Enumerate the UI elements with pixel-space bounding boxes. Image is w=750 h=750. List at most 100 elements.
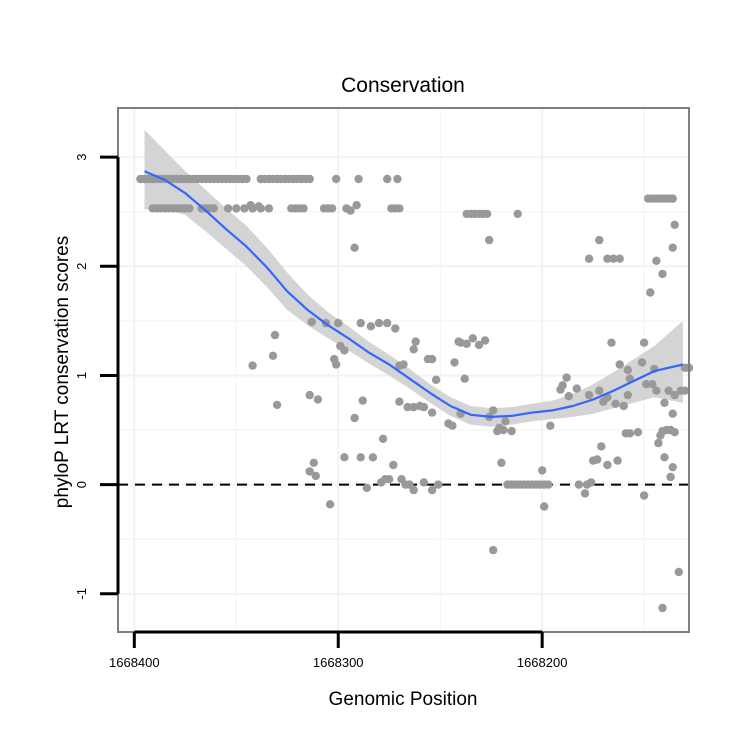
data-point — [395, 204, 404, 213]
x-axis-title: Genomic Position — [329, 689, 478, 710]
data-point — [586, 478, 596, 487]
data-point — [676, 386, 685, 395]
y-tick-label: -1 — [74, 588, 89, 600]
data-point — [354, 174, 363, 184]
y-axis: -1 0 1 2 3 — [74, 154, 120, 600]
data-point — [419, 402, 429, 412]
data-point — [668, 243, 677, 252]
data-point — [305, 174, 314, 184]
data-point — [562, 373, 571, 382]
data-point — [625, 429, 635, 438]
data-point — [652, 256, 661, 265]
data-point — [623, 365, 632, 375]
data-point — [368, 453, 378, 462]
data-point — [240, 204, 249, 213]
data-point — [619, 401, 628, 411]
data-point — [660, 453, 669, 462]
x-tick-label: 1668400 — [109, 655, 160, 670]
data-point — [332, 360, 341, 369]
data-point — [607, 338, 616, 347]
data-point — [391, 324, 400, 333]
data-point — [489, 406, 498, 415]
data-point — [670, 390, 679, 400]
data-point — [603, 254, 612, 263]
data-point — [270, 330, 280, 340]
data-point — [409, 485, 418, 495]
data-point — [540, 502, 549, 511]
data-point — [385, 475, 394, 484]
data-point — [272, 400, 282, 410]
data-point — [489, 545, 498, 555]
data-point — [584, 390, 594, 400]
data-point — [668, 409, 677, 418]
data-point — [454, 337, 463, 346]
data-point — [670, 428, 679, 437]
data-point — [611, 399, 620, 408]
x-tick-label: 1668200 — [517, 655, 568, 670]
data-point — [642, 380, 651, 389]
data-point — [254, 202, 263, 211]
data-point — [652, 386, 661, 395]
y-tick-label: 3 — [74, 154, 89, 161]
data-point — [603, 460, 612, 470]
data-point — [482, 209, 492, 219]
data-point — [485, 235, 494, 245]
data-point — [350, 413, 359, 423]
data-point — [507, 426, 516, 436]
data-point — [572, 384, 581, 393]
data-point — [209, 204, 218, 213]
data-point — [305, 467, 314, 476]
data-point — [340, 453, 349, 462]
data-point — [480, 336, 490, 345]
data-point — [584, 254, 594, 263]
data-point — [248, 361, 257, 370]
data-point — [374, 318, 384, 328]
data-point — [389, 460, 398, 470]
data-point — [648, 380, 657, 389]
data-point — [307, 317, 316, 327]
data-point — [546, 421, 555, 430]
data-point — [460, 374, 469, 383]
data-point — [674, 567, 683, 577]
data-point — [242, 174, 251, 184]
data-point — [378, 434, 388, 443]
data-point — [358, 396, 367, 405]
data-point — [574, 480, 584, 489]
smooth-curve-group — [144, 170, 684, 418]
data-point — [493, 426, 502, 436]
data-point — [593, 455, 602, 464]
data-point — [383, 174, 392, 184]
data-point — [268, 351, 278, 360]
data-point — [637, 358, 647, 367]
data-point — [232, 204, 241, 213]
data-point — [664, 386, 673, 395]
chart-title: Conservation — [341, 74, 465, 97]
data-point — [409, 345, 418, 354]
data-point — [639, 338, 649, 347]
data-point — [670, 220, 679, 229]
data-point — [580, 489, 590, 498]
data-point — [336, 341, 345, 351]
data-point — [633, 428, 643, 437]
data-point — [623, 390, 632, 400]
data-point — [639, 491, 649, 500]
data-point — [668, 463, 677, 472]
y-tick-label: 2 — [74, 263, 89, 270]
data-point — [462, 339, 471, 348]
data-point — [427, 485, 437, 495]
data-point — [615, 254, 624, 263]
data-point — [468, 334, 477, 343]
data-point — [411, 337, 420, 346]
data-point — [356, 318, 365, 328]
data-point — [474, 340, 484, 350]
data-point — [595, 386, 604, 395]
data-point — [313, 395, 323, 404]
data-point — [299, 204, 308, 213]
data-point — [311, 471, 320, 481]
data-point — [513, 209, 522, 219]
data-point — [615, 360, 624, 369]
data-point — [660, 398, 669, 407]
data-point — [658, 269, 667, 279]
data-point — [666, 472, 675, 482]
